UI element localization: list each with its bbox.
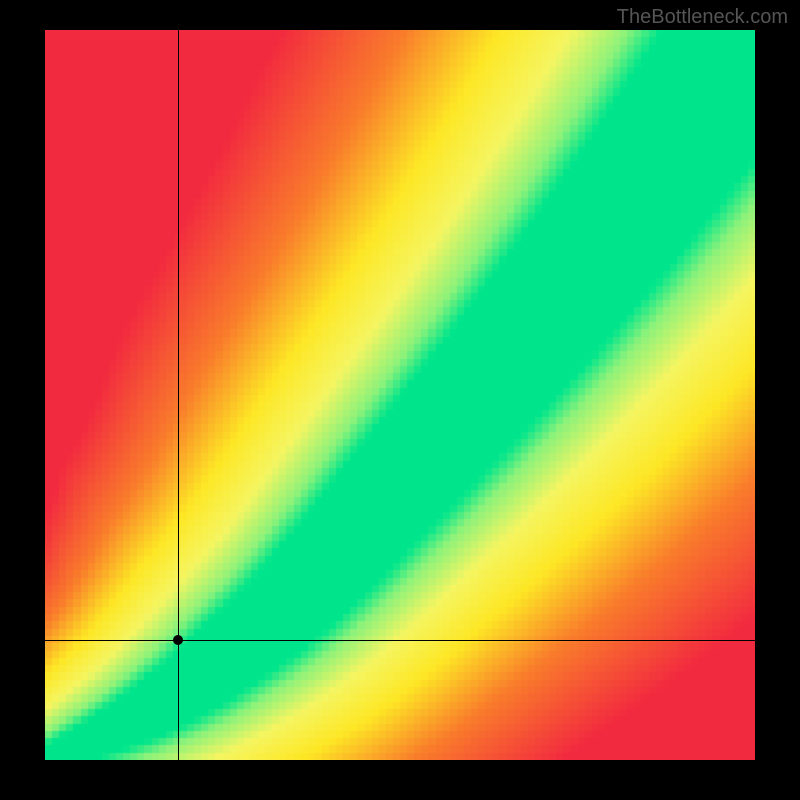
crosshair-vertical — [178, 30, 179, 760]
heatmap-canvas — [45, 30, 755, 760]
crosshair-horizontal — [45, 640, 755, 641]
watermark-text: TheBottleneck.com — [617, 6, 788, 29]
heatmap-plot — [45, 30, 755, 760]
crosshair-marker-dot — [173, 635, 183, 645]
